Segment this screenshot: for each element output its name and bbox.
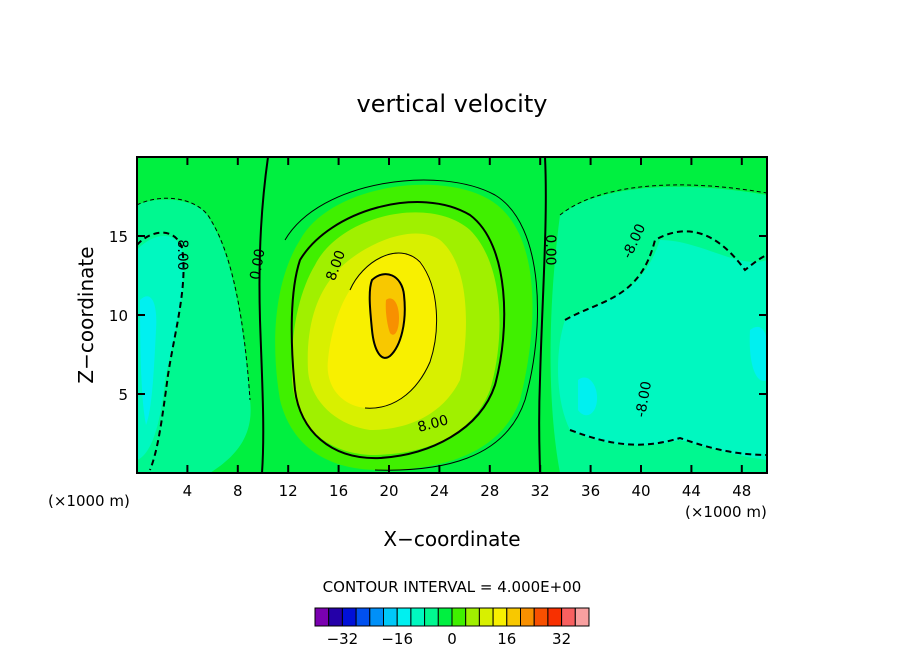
contour-neg-left-thin [137,197,251,401]
x-tick-label: 12 [279,482,298,500]
colorbar-tick-label: 0 [447,630,457,648]
contour-label: -8.00 [633,380,655,418]
colorbar-swatch [437,607,453,627]
region-negative-left-core [140,296,157,425]
region-positive-24 [385,298,399,335]
x-axis-ticks: 4 8 12 16 20 24 28 32 36 40 44 48 [183,157,751,500]
colorbar-swatch [465,607,480,627]
chart-title: vertical velocity [357,90,548,118]
contour-thin-1 [284,179,538,471]
x-tick-label: 32 [531,482,550,500]
contour-interval-text: CONTOUR INTERVAL = 4.000E+00 [323,578,582,596]
colorbar-swatch [341,607,357,627]
colorbar-swatch [328,607,343,627]
y-axis-label: Z−coordinate [74,246,98,383]
colorbar-swatch [396,607,412,627]
colorbar-tick-label: 32 [552,630,571,648]
y-axis-ticks: 5 10 15 [109,228,767,404]
contour-label: 0.00 [247,248,268,281]
contour-label: 8.00 [174,239,190,270]
colorbar-swatch [492,607,508,627]
x-tick-label: 28 [480,482,499,500]
colorbar-tick-label: −16 [381,630,413,648]
x-tick-label: 20 [379,482,398,500]
x-tick-label: 24 [430,482,449,500]
contour-neg-left [137,231,185,471]
colorbar-swatch [574,607,590,627]
y-tick-label: 5 [118,386,128,404]
x-tick-label: 48 [732,482,751,500]
colorbar-swatch [410,607,426,627]
x-tick-label: 40 [631,482,650,500]
colorbar-swatch [506,607,521,627]
contour-thin-2 [349,252,437,409]
colorbar-labels: −32 −16 0 16 32 [327,630,572,648]
colorbar-swatch [314,607,330,627]
x-tick-label: 44 [682,482,701,500]
contour-8-loop [290,201,506,460]
contour-zero-left [258,157,269,473]
x-unit-right: (×1000 m) [685,503,767,521]
colorbar-swatch [383,607,398,627]
y-tick-label: 15 [109,228,128,246]
x-tick-label: 8 [233,482,243,500]
colorbar-swatch [355,607,371,627]
x-tick-label: 36 [581,482,600,500]
y-tick-label: 10 [109,307,128,325]
contour-neg-right [564,230,767,321]
colorbar-swatch [520,607,535,627]
region-negative-right-core1 [578,377,598,416]
x-axis-label: X−coordinate [383,527,520,551]
region-negative-right-core2 [749,326,767,381]
contour-label: 0.00 [542,234,558,265]
colorbar-swatch [561,607,576,627]
contour-field [137,157,767,473]
region-negative-right-inner [558,240,767,460]
colorbar-swatch [478,607,494,627]
colorbar-swatch [451,607,467,627]
colorbar-swatch [547,607,563,627]
colorbar-swatch [533,607,549,627]
colorbar-swatch [424,607,439,627]
colorbar-swatch [369,607,384,627]
contour-neg-right-thin [559,184,767,216]
x-unit-left: (×1000 m) [48,492,130,510]
colorbar-tick-label: −32 [327,630,359,648]
contour-20-loop [368,273,406,359]
contour-zero-right [538,157,547,473]
x-tick-label: 16 [329,482,348,500]
x-tick-label: 4 [183,482,193,500]
contour-label: 8.00 [416,412,450,436]
colorbar-tick-label: 16 [497,630,516,648]
colorbar [314,607,590,627]
contour-neg-right-low [569,429,767,456]
